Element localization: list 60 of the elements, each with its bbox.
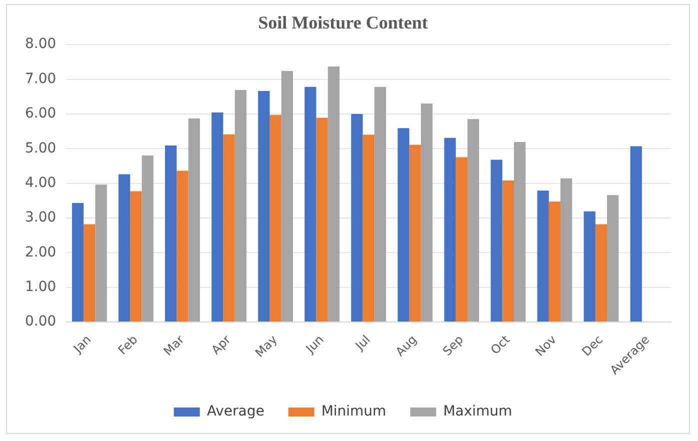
x-tick-label: Apr — [208, 332, 234, 358]
bar — [362, 134, 374, 322]
y-tick-label: 7.00 — [25, 70, 56, 87]
y-tick-label: 6.00 — [25, 106, 56, 122]
bar — [281, 70, 293, 322]
bar — [444, 138, 456, 322]
y-tick-label: 8.00 — [25, 36, 56, 52]
bar — [420, 104, 433, 322]
x-tick-label: Jul — [352, 332, 373, 354]
x-tick-label: Dec — [579, 332, 606, 359]
bar — [398, 128, 410, 322]
bar — [234, 90, 246, 322]
y-tick-label: 5.00 — [25, 140, 56, 156]
y-tick-label: 3.00 — [25, 210, 56, 226]
bar — [584, 211, 596, 322]
legend-label: Average — [206, 404, 264, 420]
x-tick-label: Nov — [532, 332, 560, 359]
y-tick-label: 4.00 — [25, 174, 56, 191]
bar — [514, 142, 526, 322]
bar — [316, 118, 328, 322]
bar — [351, 114, 363, 322]
bar — [374, 86, 386, 322]
bar — [95, 184, 107, 322]
legend-label: Minimum — [321, 404, 386, 420]
bar — [467, 119, 480, 322]
bar — [72, 203, 84, 322]
bar — [188, 118, 200, 322]
bar — [630, 146, 642, 322]
bar — [130, 191, 142, 322]
y-tick-label: 1.00 — [25, 278, 56, 295]
x-tick-label: Feb — [115, 332, 140, 358]
bar — [118, 174, 130, 322]
bar — [502, 180, 514, 322]
bar — [328, 66, 340, 322]
bar — [409, 144, 421, 322]
bar — [84, 224, 96, 322]
bar — [537, 190, 549, 322]
x-tick-label: Jan — [70, 332, 94, 356]
y-tick-label: 0.00 — [25, 314, 56, 330]
bar — [212, 112, 224, 322]
chart-title: Soil Moisture Content — [258, 12, 428, 32]
bar — [456, 157, 468, 322]
x-tick-label: Sep — [440, 332, 466, 358]
bar — [548, 202, 561, 322]
bar — [560, 178, 572, 322]
bar — [142, 156, 154, 322]
x-tick-label: Mar — [160, 332, 187, 358]
x-tick-label: Jun — [302, 332, 326, 356]
x-tick-label: Oct — [488, 332, 513, 358]
bar — [165, 145, 177, 322]
bar — [223, 134, 235, 322]
bar — [595, 224, 608, 322]
y-tick-label: 2.00 — [25, 244, 56, 260]
bar — [270, 114, 282, 322]
legend-label: Maximum — [443, 404, 512, 420]
bar — [258, 91, 270, 322]
bar — [176, 170, 188, 322]
bar — [490, 160, 502, 322]
bar — [607, 195, 619, 322]
bar — [304, 86, 316, 322]
